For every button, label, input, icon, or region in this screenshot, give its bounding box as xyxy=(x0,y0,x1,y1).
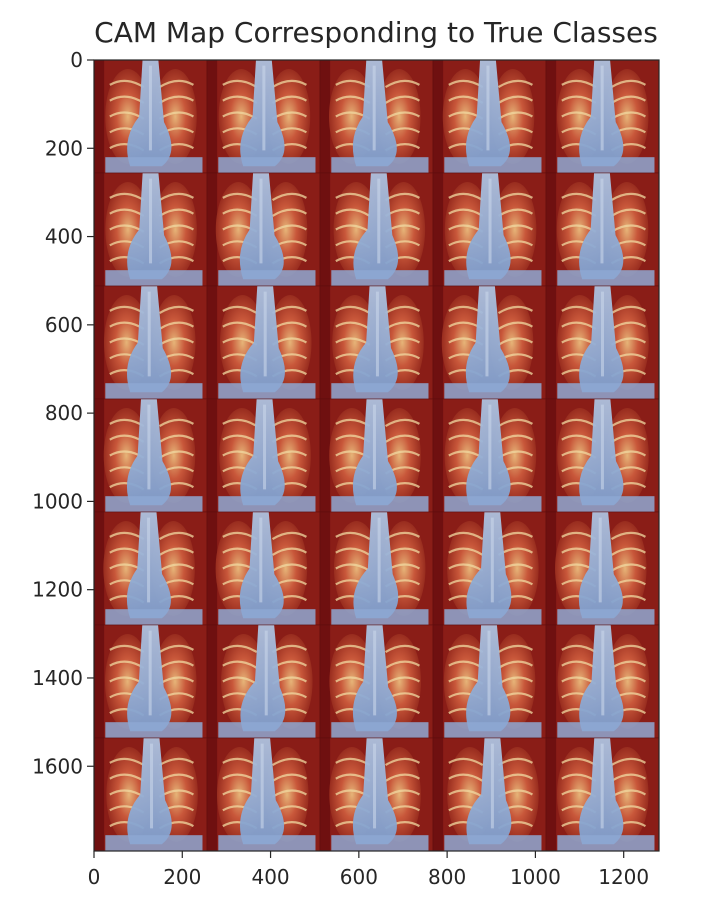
cam-tile xyxy=(206,511,321,626)
cam-tile xyxy=(319,398,434,513)
y-tick-label: 200 xyxy=(45,136,83,160)
cam-tile xyxy=(94,624,208,739)
y-tick-label: 0 xyxy=(70,48,83,72)
cam-tile xyxy=(94,737,208,851)
y-tick-label: 800 xyxy=(45,401,83,425)
y-tick-label: 1600 xyxy=(32,754,83,778)
cam-tile xyxy=(545,60,659,174)
plot-area xyxy=(94,60,659,851)
cam-tile xyxy=(319,624,434,739)
x-tick-label: 200 xyxy=(163,865,201,889)
x-tick-label: 1200 xyxy=(598,865,649,889)
y-axis: 0 200 400 600 800 1000 1200 1400 1600 xyxy=(32,48,94,778)
x-tick-label: 400 xyxy=(251,865,289,889)
cam-tile xyxy=(319,511,434,626)
x-tick-label: 1000 xyxy=(510,865,561,889)
cam-tile xyxy=(432,285,547,400)
y-tick-label: 1000 xyxy=(32,489,83,513)
cam-tile xyxy=(94,511,208,626)
y-tick-label: 1400 xyxy=(32,666,83,690)
cam-tile xyxy=(206,624,321,739)
cam-tile xyxy=(432,60,547,174)
cam-tile xyxy=(206,172,321,287)
x-tick-label: 600 xyxy=(340,865,378,889)
x-tick-label: 800 xyxy=(428,865,466,889)
cam-tile xyxy=(432,624,547,739)
cam-tile xyxy=(545,624,659,739)
cam-tile xyxy=(432,398,547,513)
cam-tile xyxy=(319,737,434,851)
cam-tile xyxy=(545,285,659,400)
cam-tile xyxy=(319,172,434,287)
cam-tile xyxy=(206,60,321,174)
x-axis: 0 200 400 600 800 1000 1200 xyxy=(88,851,649,889)
cam-tile xyxy=(94,172,208,287)
cam-tile xyxy=(206,737,321,851)
y-tick-label: 1200 xyxy=(32,578,83,602)
plot-frame xyxy=(93,59,660,852)
cam-tile xyxy=(432,172,547,287)
cam-tile xyxy=(94,398,208,513)
y-tick-label: 600 xyxy=(45,313,83,337)
cam-tile xyxy=(206,285,321,400)
cam-tile xyxy=(545,737,659,851)
x-tick-label: 0 xyxy=(88,865,101,889)
cam-tile xyxy=(94,285,208,400)
cam-tile xyxy=(432,737,547,851)
y-tick-label: 400 xyxy=(45,225,83,249)
cam-tile xyxy=(545,398,659,513)
chart-title: CAM Map Corresponding to True Classes xyxy=(94,16,658,49)
cam-tile-grid xyxy=(94,60,659,851)
cam-tile xyxy=(94,60,208,174)
cam-tile xyxy=(545,172,659,287)
cam-tile xyxy=(545,511,659,626)
cam-tile xyxy=(206,398,321,513)
cam-tile xyxy=(319,285,434,400)
cam-tile xyxy=(319,60,434,174)
cam-tile xyxy=(432,511,547,626)
